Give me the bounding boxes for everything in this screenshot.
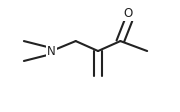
Text: O: O bbox=[124, 8, 133, 20]
Text: N: N bbox=[47, 45, 56, 58]
